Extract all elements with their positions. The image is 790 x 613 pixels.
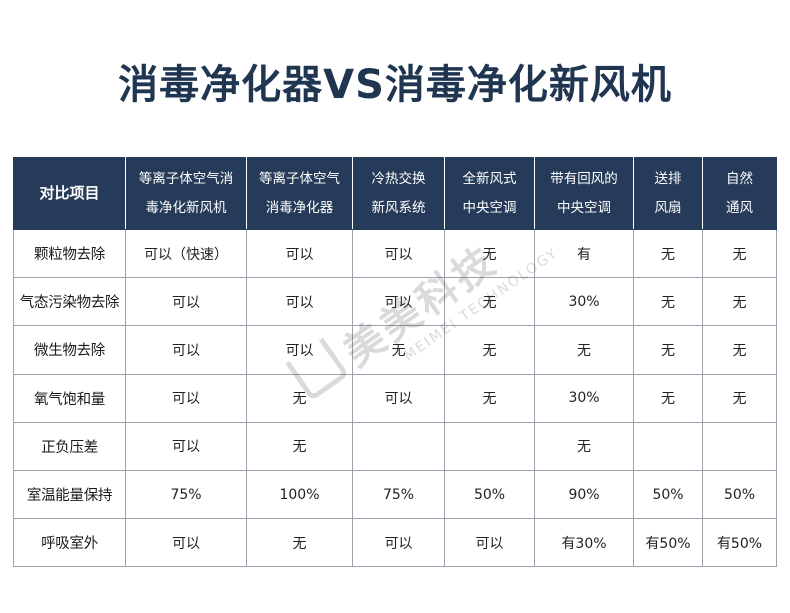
table-row: 呼吸室外 可以无可以 可以 有30% 有50% 有50% xyxy=(13,518,777,568)
table-cell: 可以 xyxy=(125,325,247,375)
table-row: 正负压差 可以无无 xyxy=(13,421,777,471)
table-cell: 无 xyxy=(246,518,353,568)
table-cell: 无 xyxy=(633,373,703,423)
table-cell: 100% xyxy=(246,469,353,520)
table-cell: 无 xyxy=(633,228,703,279)
table-cell: 可以 xyxy=(125,421,247,471)
table-cell: 无 xyxy=(702,325,777,375)
row-label: 氧气饱和量 xyxy=(13,373,126,423)
header-cell-plasma-purifier: 等离子体空气 消毒净化器 xyxy=(246,157,353,230)
table-cell xyxy=(633,421,703,471)
header-cell-plasma-fresh-air: 等离子体空气消 毒净化新风机 xyxy=(125,157,247,230)
row-label: 微生物去除 xyxy=(13,325,126,375)
table-cell: 无 xyxy=(702,228,777,279)
table-row: 气态污染物去除 可以 可以 可以无 30% 无无 xyxy=(13,277,777,327)
table-cell: 无 xyxy=(246,373,353,423)
table-cell: 无 xyxy=(444,277,535,327)
header-cell-item: 对比项目 xyxy=(13,157,126,230)
table-cell: 75% xyxy=(125,469,247,520)
table-cell: 可以 xyxy=(125,518,247,568)
table-cell: 有30% xyxy=(534,518,634,568)
header-row: 对比项目 等离子体空气消 毒净化新风机 等离子体空气 消毒净化器 冷热交换 新风系统 … xyxy=(13,157,777,230)
row-label: 呼吸室外 xyxy=(13,518,126,568)
page-title: 消毒净化器VS消毒净化新风机 xyxy=(118,62,672,108)
table-cell: 无 xyxy=(702,373,777,423)
table-cell: 无 xyxy=(444,228,535,279)
comparison-table: 对比项目 等离子体空气消 毒净化新风机 等离子体空气 消毒净化器 冷热交换 新风系统 … xyxy=(13,157,777,568)
table-cell: 30% xyxy=(534,277,634,327)
table-cell: 可以 xyxy=(125,277,247,327)
table-cell: 无 xyxy=(352,325,445,375)
table-cell: 有50% xyxy=(633,518,703,568)
table-cell xyxy=(352,421,445,471)
table-row: 微生物去除 可以 可以无无无无无 xyxy=(13,325,777,375)
row-label: 颗粒物去除 xyxy=(13,228,126,279)
table-cell xyxy=(702,421,777,471)
table-row: 室温能量保持 75% 100% 75% 50% 90% 50% 50% xyxy=(13,469,777,520)
header-cell-full-fresh-ac: 全新风式 中央空调 xyxy=(444,157,535,230)
table-cell: 有50% xyxy=(702,518,777,568)
table-cell: 可以 xyxy=(246,277,353,327)
table-cell: 可以 xyxy=(246,228,353,279)
table-cell: 无 xyxy=(444,373,535,423)
row-label: 正负压差 xyxy=(13,421,126,471)
table-cell: 无 xyxy=(246,421,353,471)
table-cell: 可以（快速） xyxy=(125,228,247,279)
table-cell: 可以 xyxy=(352,277,445,327)
table-cell: 50% xyxy=(702,469,777,520)
table-cell: 可以 xyxy=(352,228,445,279)
table-cell: 无 xyxy=(444,325,535,375)
table-cell: 可以 xyxy=(352,518,445,568)
table-row: 颗粒物去除 可以（快速） 可以 可以无有无无 xyxy=(13,228,777,279)
table-cell: 可以 xyxy=(246,325,353,375)
row-label: 室温能量保持 xyxy=(13,469,126,520)
table-cell: 无 xyxy=(702,277,777,327)
table-cell: 75% xyxy=(352,469,445,520)
table-cell: 90% xyxy=(534,469,634,520)
table-cell: 无 xyxy=(534,421,634,471)
row-label: 气态污染物去除 xyxy=(13,277,126,327)
table-cell: 30% xyxy=(534,373,634,423)
table-cell: 无 xyxy=(633,325,703,375)
table-cell: 有 xyxy=(534,228,634,279)
table-cell: 无 xyxy=(534,325,634,375)
table-cell: 50% xyxy=(444,469,535,520)
table-cell: 无 xyxy=(633,277,703,327)
table-cell: 50% xyxy=(633,469,703,520)
header-cell-natural-vent: 自然 通风 xyxy=(702,157,777,230)
table-row: 氧气饱和量 可以无可以无 30% 无无 xyxy=(13,373,777,423)
table-cell: 可以 xyxy=(125,373,247,423)
table-cell: 可以 xyxy=(352,373,445,423)
header-cell-return-air-ac: 带有回风的 中央空调 xyxy=(534,157,634,230)
table-cell xyxy=(444,421,535,471)
header-cell-exhaust-fan: 送排 风扇 xyxy=(633,157,703,230)
header-cell-heat-exchange: 冷热交换 新风系统 xyxy=(352,157,445,230)
table-cell: 可以 xyxy=(444,518,535,568)
